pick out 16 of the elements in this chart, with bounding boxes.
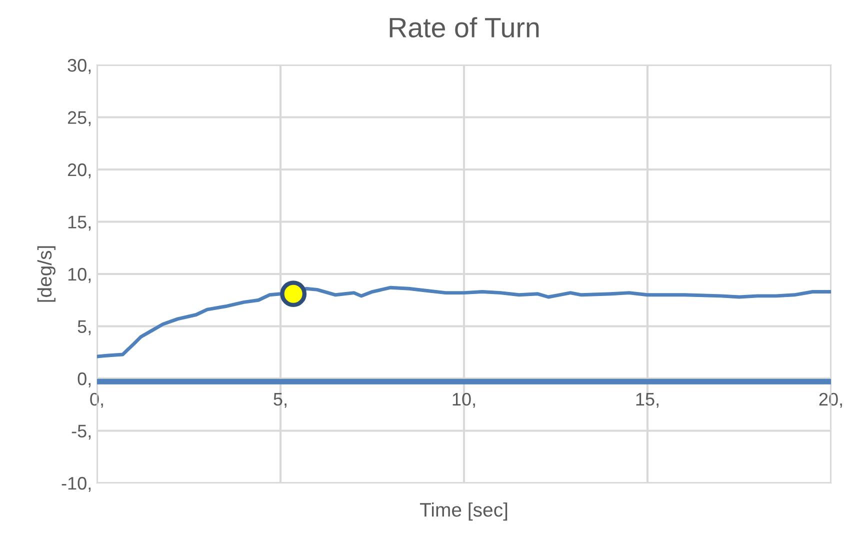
chart-title: Rate of Turn: [390, 17, 539, 38]
y-tick-label: 5,: [78, 320, 91, 336]
y-tick-label: 15,: [68, 216, 91, 231]
y-tick-label: 10,: [68, 268, 91, 283]
y-axis-title: [deg/s]: [37, 246, 56, 302]
x-tick-label: 15,: [636, 393, 658, 408]
y-tick-label: -10,: [62, 476, 91, 492]
y-tick-label: 30,: [68, 58, 91, 74]
y-tick-label: 25,: [68, 111, 91, 126]
y-tick-label: 20,: [68, 163, 91, 178]
x-tick-label: 5,: [274, 393, 286, 408]
y-tick-label: 0,: [78, 372, 91, 388]
line-series: [97, 286, 831, 358]
y-tick-label: -5,: [72, 424, 91, 440]
x-axis-title: Time [sec]: [420, 502, 508, 521]
x-tick-label: 10,: [452, 392, 475, 408]
